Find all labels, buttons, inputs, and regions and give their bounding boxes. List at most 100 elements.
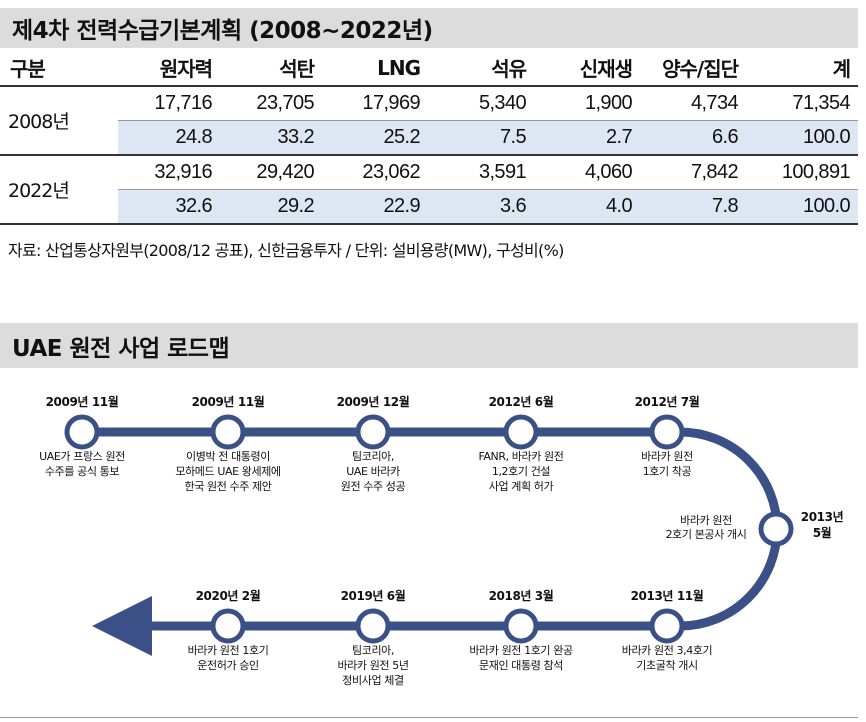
milestone-description-line: 바라카 원전 1호기	[188, 644, 269, 657]
milestone-node	[758, 511, 794, 547]
roadmap-nodes	[64, 414, 794, 644]
milestone-description-line: 팀코리아,	[352, 450, 394, 463]
table-cell: 7.8	[640, 189, 746, 225]
milestone-date: 2013년 5월	[801, 510, 844, 540]
milestone-description-line: UAE가 프랑스 원전	[39, 450, 125, 463]
header-oil: 석유	[428, 50, 534, 87]
milestone-description-line: UAE 바라카	[346, 465, 400, 478]
plan-title: 제4차 전력수급기본계획 (2008~2022년)	[0, 8, 858, 48]
header-nuclear: 원자력	[118, 50, 220, 87]
table-row: 24.8 33.2 25.2 7.5 2.7 6.6 100.0	[0, 120, 858, 156]
table-cell: 71,354	[746, 86, 858, 121]
header-total: 계	[746, 50, 858, 87]
milestone-node	[649, 608, 685, 644]
header-pumped-group: 양수/집단	[640, 50, 746, 87]
milestone-date: 2009년 12월	[337, 394, 410, 409]
table-row: 32.6 29.2 22.9 3.6 4.0 7.8 100.0	[0, 189, 858, 225]
milestone-node	[503, 414, 539, 450]
milestone-description-line: 바라카 원전 3,4호기	[622, 644, 713, 657]
milestone-description-line: 1,2호기 건설	[492, 465, 551, 478]
table-header-row: 구분 원자력 석탄 LNG 석유 신재생 양수/집단 계	[0, 50, 858, 87]
table-cell: 22.9	[322, 189, 428, 225]
table-cell: 24.8	[118, 120, 220, 156]
milestone-node	[649, 414, 685, 450]
table-cell: 5,340	[428, 86, 534, 121]
capacity-table: 구분 원자력 석탄 LNG 석유 신재생 양수/집단 계 2008년 17,71…	[0, 50, 858, 225]
milestone-date: 2013년 11월	[631, 588, 704, 603]
milestone-date-line: 5월	[813, 525, 832, 540]
milestone-description: 바라카 원전 2호기 본공사 개시	[666, 514, 747, 541]
milestone-description-line: 2호기 본공사 개시	[666, 528, 747, 541]
milestone-date: 2012년 7월	[635, 394, 700, 409]
milestone-description-line: 수주를 공식 통보	[45, 465, 120, 478]
header-category: 구분	[0, 50, 118, 87]
milestone-description-line: 바라카 원전 5년	[337, 659, 408, 672]
year-label: 2008년	[0, 86, 118, 156]
milestone-node	[210, 608, 246, 644]
milestone-description-line: 모하메드 UAE 왕세제에	[175, 464, 280, 478]
table-cell: 3.6	[428, 189, 534, 225]
milestone-description-line: 한국 원전 수주 제안	[184, 480, 271, 493]
milestone-node	[210, 414, 246, 450]
table-cell: 25.2	[322, 120, 428, 156]
milestone-description-line: 바라카 원전	[680, 514, 732, 527]
milestone-description-line: 기초굴착 개시	[636, 659, 697, 672]
milestone-description-line: 운전허가 승인	[197, 659, 258, 672]
roadmap-title: UAE 원전 사업 로드맵	[0, 323, 858, 368]
milestone-description-line: 이병박 전 대통령이	[186, 450, 270, 463]
table-cell: 4,734	[640, 86, 746, 121]
table-cell: 100,891	[746, 155, 858, 190]
source-note: 자료: 산업통상자원부(2008/12 공표), 신한금융투자 / 단위: 설비…	[8, 241, 564, 260]
milestone-node	[64, 414, 100, 450]
table-cell: 7.5	[428, 120, 534, 156]
milestone-node	[355, 414, 391, 450]
milestone-description-line: 1호기 착공	[643, 465, 692, 478]
table-cell: 1,900	[534, 86, 640, 121]
milestone-description-line: 사업 계획 허가	[489, 480, 554, 493]
table-cell: 29,420	[220, 155, 322, 190]
bottom-divider	[0, 717, 858, 718]
table-row: 2022년 32,916 29,420 23,062 3,591 4,060 7…	[0, 155, 858, 225]
header-lng: LNG	[322, 50, 428, 87]
milestone-description-line: 문재인 대통령 참석	[479, 659, 563, 672]
milestone-date: 2018년 3월	[489, 588, 554, 603]
table-cell: 33.2	[220, 120, 322, 156]
table-cell: 100.0	[746, 120, 858, 156]
milestone-description-line: FANR, 바라카 원전	[478, 450, 563, 463]
table-cell: 3,591	[428, 155, 534, 190]
milestone-date: 2019년 6월	[341, 588, 406, 603]
table-cell: 2.7	[534, 120, 640, 156]
header-renewable: 신재생	[534, 50, 640, 87]
table-cell: 6.6	[640, 120, 746, 156]
milestone-description-line: 정비사업 체결	[342, 674, 404, 687]
milestone-date: 2009년 11월	[46, 394, 119, 409]
table-cell: 17,969	[322, 86, 428, 121]
milestone-date: 2012년 6월	[489, 394, 554, 409]
milestone-description-line: 바라카 원전	[641, 450, 693, 463]
milestone-description: 바라카 원전 1호기 착공	[641, 450, 693, 478]
milestone-description-line: 원전 수주 성공	[341, 480, 406, 493]
table-cell: 17,716	[118, 86, 220, 121]
table-cell: 23,705	[220, 86, 322, 121]
arrowhead-left-icon	[92, 596, 152, 656]
milestone-description-line: 바라카 원전 1호기 완공	[469, 644, 573, 657]
table-cell: 4.0	[534, 189, 640, 225]
header-coal: 석탄	[220, 50, 322, 87]
milestone-date: 2020년 2월	[196, 588, 261, 603]
milestone-node	[503, 608, 539, 644]
milestone-description-line: 팀코리아,	[352, 644, 394, 657]
table-cell: 100.0	[746, 189, 858, 225]
table-row: 2008년 17,716 23,705 17,969 5,340 1,900 4…	[0, 86, 858, 156]
table-cell: 32.6	[118, 189, 220, 225]
milestone-date: 2009년 11월	[192, 394, 265, 409]
milestone-date-line: 2013년	[801, 510, 844, 524]
